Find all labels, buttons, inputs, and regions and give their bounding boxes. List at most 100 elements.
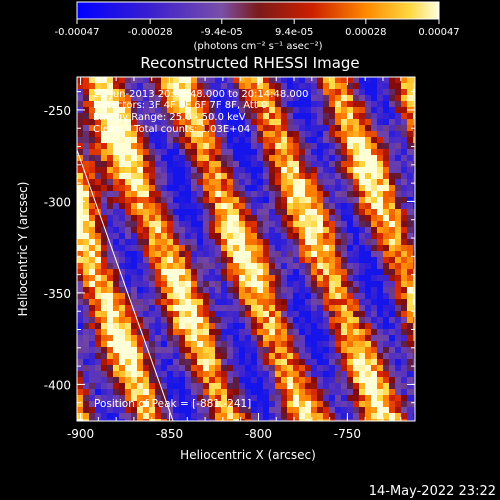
- x-axis-ticks: -900 -850 -800 -750: [67, 77, 402, 441]
- heatmap-cell: [401, 317, 408, 324]
- heatmap-cell: [125, 221, 132, 228]
- heatmap-cell: [155, 335, 162, 342]
- heatmap-cell: [383, 155, 390, 162]
- heatmap-cell: [245, 419, 252, 421]
- heatmap-cell: [395, 257, 402, 264]
- heatmap-cell: [323, 185, 330, 192]
- heatmap-cell: [371, 401, 378, 408]
- heatmap-cell: [239, 251, 246, 258]
- heatmap-cell: [377, 107, 384, 114]
- heatmap-cell: [197, 119, 204, 126]
- heatmap-cell: [245, 191, 252, 198]
- heatmap-cell: [155, 137, 162, 144]
- heatmap-cell: [113, 335, 120, 342]
- heatmap-cell: [359, 317, 366, 324]
- heatmap-cell: [311, 251, 318, 258]
- heatmap-cell: [365, 239, 372, 246]
- heatmap-cell: [299, 77, 306, 84]
- heatmap-cell: [389, 377, 396, 384]
- heatmap-cell: [407, 389, 414, 396]
- heatmap-cell: [281, 341, 288, 348]
- heatmap-cell: [341, 131, 348, 138]
- heatmap-cell: [233, 359, 240, 366]
- heatmap-cell: [311, 215, 318, 222]
- heatmap-cell: [365, 245, 372, 252]
- heatmap-cell: [341, 287, 348, 294]
- heatmap-cell: [371, 77, 378, 84]
- heatmap-cell: [413, 293, 415, 300]
- heatmap-cell: [251, 101, 258, 108]
- heatmap-cell: [143, 275, 150, 282]
- heatmap-cell: [209, 359, 216, 366]
- heatmap-cell: [179, 209, 186, 216]
- heatmap-cell: [323, 137, 330, 144]
- heatmap-cell: [299, 239, 306, 246]
- heatmap-cell: [407, 317, 414, 324]
- heatmap-cell: [353, 269, 360, 276]
- heatmap-cell: [395, 227, 402, 234]
- heatmap-cell: [215, 407, 222, 414]
- heatmap-cell: [209, 263, 216, 270]
- heatmap-cell: [269, 389, 276, 396]
- heatmap-cell: [371, 335, 378, 342]
- heatmap-cell: [323, 383, 330, 390]
- heatmap-cell: [83, 317, 90, 324]
- heatmap-cell: [149, 107, 156, 114]
- heatmap-cell: [347, 125, 354, 132]
- heatmap-cell: [371, 143, 378, 150]
- heatmap-cell: [125, 143, 132, 150]
- heatmap-cell: [263, 143, 270, 150]
- heatmap-cell: [275, 347, 282, 354]
- heatmap-cell: [245, 131, 252, 138]
- heatmap-cell: [389, 113, 396, 120]
- heatmap-cell: [257, 401, 264, 408]
- heatmap-cell: [353, 143, 360, 150]
- heatmap-cell: [317, 311, 324, 318]
- heatmap-cell: [239, 299, 246, 306]
- heatmap-cell: [215, 173, 222, 180]
- colorbar-unit-label: (photons cm⁻² s⁻¹ asec⁻²): [193, 41, 322, 52]
- heatmap-cell: [161, 209, 168, 216]
- heatmap-cell: [83, 227, 90, 234]
- heatmap-cell: [281, 359, 288, 366]
- heatmap-cell: [347, 95, 354, 102]
- heatmap-cell: [233, 311, 240, 318]
- heatmap-cell: [263, 263, 270, 270]
- heatmap-cell: [113, 167, 120, 174]
- heatmap-cell: [197, 113, 204, 120]
- heatmap-cell: [281, 245, 288, 252]
- heatmap-cell: [197, 179, 204, 186]
- heatmap-cell: [239, 407, 246, 414]
- heatmap-cell: [371, 203, 378, 210]
- heatmap-cell: [275, 203, 282, 210]
- heatmap-cell: [215, 251, 222, 258]
- heatmap-cell: [323, 209, 330, 216]
- heatmap-cell: [371, 257, 378, 264]
- heatmap-cell: [239, 371, 246, 378]
- heatmap-cell: [239, 215, 246, 222]
- heatmap-cell: [341, 413, 348, 420]
- heatmap-cell: [383, 263, 390, 270]
- heatmap-cell: [335, 203, 342, 210]
- heatmap-cell: [383, 113, 390, 120]
- heatmap-cell: [281, 161, 288, 168]
- heatmap-cell: [335, 299, 342, 306]
- heatmap-cell: [335, 401, 342, 408]
- heatmap-cell: [95, 191, 102, 198]
- heatmap-cell: [383, 317, 390, 324]
- heatmap-cell: [407, 89, 414, 96]
- heatmap-cell: [167, 239, 174, 246]
- heatmap-cell: [119, 389, 126, 396]
- heatmap-cell: [203, 161, 210, 168]
- heatmap-cell: [77, 173, 84, 180]
- heatmap-cell: [197, 323, 204, 330]
- heatmap-cell: [143, 419, 150, 421]
- heatmap-cell: [401, 401, 408, 408]
- heatmap-cell: [149, 173, 156, 180]
- heatmap-cell: [287, 305, 294, 312]
- heatmap-cell: [119, 89, 126, 96]
- heatmap-cell: [323, 179, 330, 186]
- heatmap-cell: [245, 155, 252, 162]
- heatmap-cell: [275, 95, 282, 102]
- heatmap-cell: [407, 257, 414, 264]
